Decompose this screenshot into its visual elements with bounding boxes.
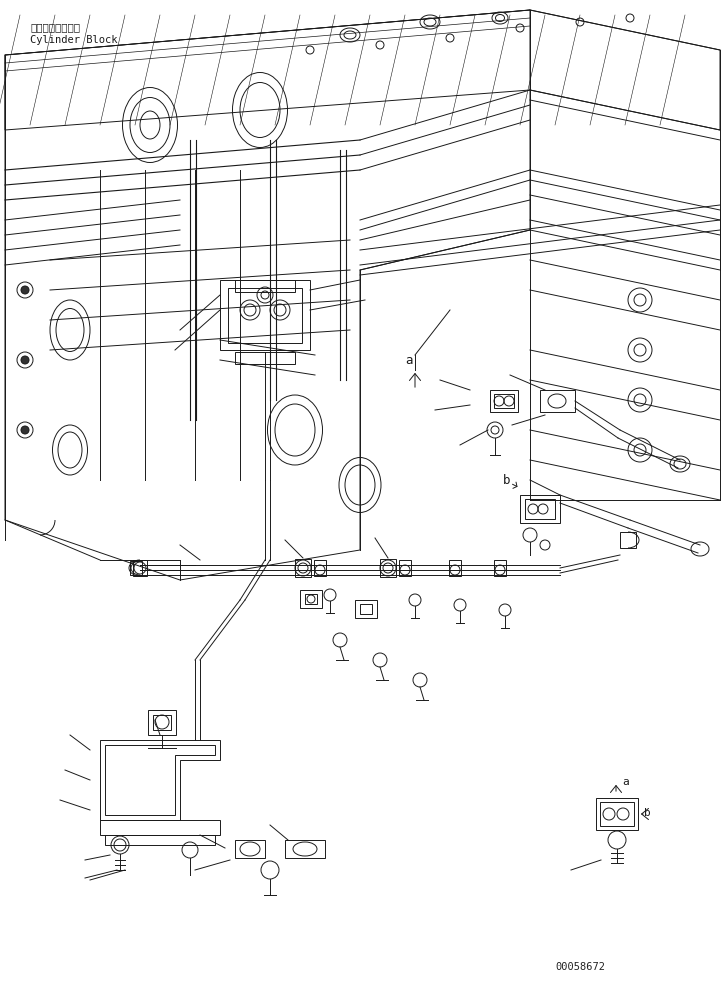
Bar <box>235 840 265 858</box>
Bar <box>300 590 322 608</box>
Bar <box>600 802 634 826</box>
Text: b: b <box>503 474 510 487</box>
Bar <box>285 840 325 858</box>
Circle shape <box>21 426 29 434</box>
Bar <box>133 560 147 576</box>
Text: b: b <box>644 808 651 818</box>
Bar <box>399 560 411 576</box>
Text: a: a <box>405 354 412 367</box>
Bar <box>130 561 142 575</box>
Text: 00058672: 00058672 <box>555 962 605 972</box>
Circle shape <box>21 286 29 294</box>
Bar <box>494 394 514 408</box>
Bar <box>540 390 575 412</box>
Text: a: a <box>622 777 629 787</box>
Bar <box>380 559 396 577</box>
Bar <box>620 532 636 548</box>
Bar <box>449 560 461 576</box>
Bar <box>525 499 555 519</box>
Bar <box>360 604 372 614</box>
Bar <box>596 798 638 830</box>
Bar <box>490 390 518 412</box>
Bar <box>235 280 295 292</box>
Text: シリンダブロック: シリンダブロック <box>30 22 80 32</box>
Bar <box>148 710 176 735</box>
Bar <box>355 600 377 618</box>
Bar <box>220 280 310 350</box>
Bar <box>295 559 311 577</box>
Bar <box>100 820 220 835</box>
Bar <box>520 495 560 523</box>
Bar <box>228 288 302 343</box>
Circle shape <box>21 356 29 364</box>
Bar <box>105 835 215 845</box>
Bar <box>305 594 317 604</box>
Bar <box>235 352 295 364</box>
Bar <box>314 560 326 576</box>
Bar <box>494 560 506 576</box>
Bar <box>153 715 171 730</box>
Text: Cylinder Block: Cylinder Block <box>30 35 118 45</box>
